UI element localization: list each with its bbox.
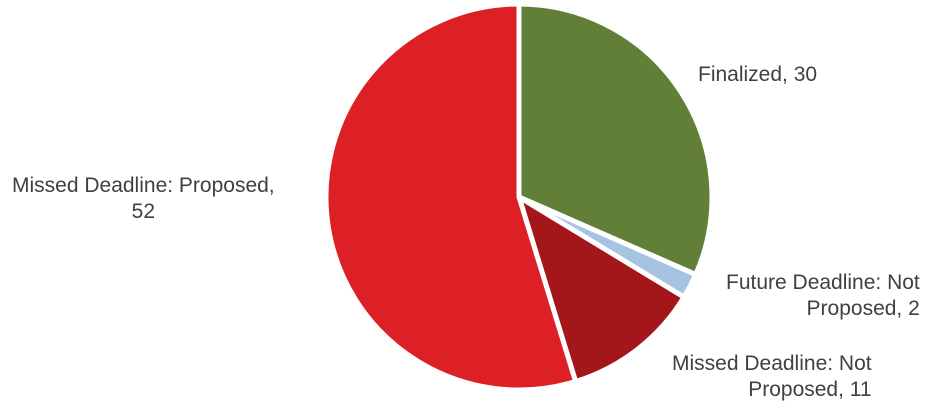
- label-future-deadline-not-proposed-line-2: Proposed, 2: [806, 297, 920, 320]
- label-missed-deadline-proposed-line-2: 52: [131, 200, 155, 223]
- pie-slice-missed-deadline-proposed: [323, 1, 579, 393]
- label-missed-deadline-not-proposed-line-2: Proposed, 11: [748, 378, 872, 401]
- pie-slice-finalized: [516, 1, 715, 278]
- pie-slices: [323, 1, 715, 393]
- label-finalized-line-1: Finalized, 30: [698, 63, 818, 86]
- label-missed-deadline-proposed: Missed Deadline: Proposed, 52: [12, 173, 275, 225]
- label-missed-deadline-not-proposed-line-1: Missed Deadline: Not: [672, 352, 872, 375]
- pie-slice-missed-deadline-not-proposed: [514, 191, 688, 385]
- label-finalized: Finalized, 30: [698, 62, 817, 88]
- label-missed-deadline-proposed-line-1: Missed Deadline: Proposed,: [12, 174, 275, 197]
- label-future-deadline-not-proposed: Future Deadline: Not Proposed, 2: [726, 270, 920, 322]
- label-future-deadline-not-proposed-line-1: Future Deadline: Not: [726, 271, 920, 294]
- label-missed-deadline-not-proposed: Missed Deadline: Not Proposed, 11: [672, 351, 872, 403]
